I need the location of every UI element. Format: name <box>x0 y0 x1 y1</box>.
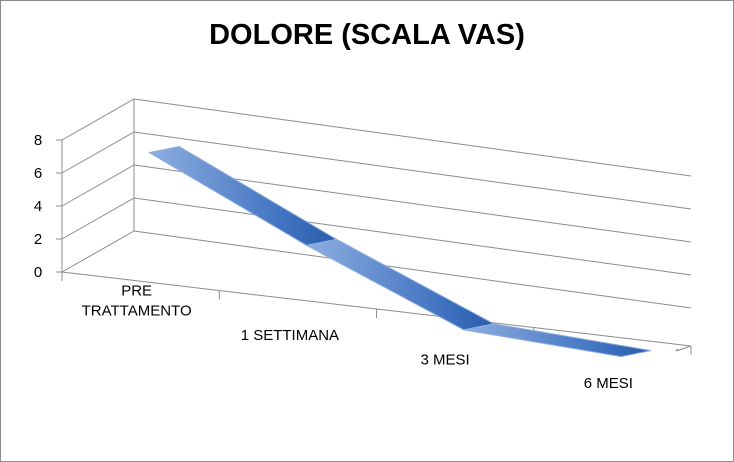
y-tick-label: 4 <box>34 198 42 215</box>
x-tick-label: 6 MESI <box>584 375 633 392</box>
y-tick-label: 6 <box>34 165 42 182</box>
x-tick-label: PRE <box>121 282 152 299</box>
y-tick-label: 8 <box>34 132 42 149</box>
ribbon-segment <box>305 238 496 331</box>
gridline <box>133 131 692 210</box>
gridline <box>133 98 692 177</box>
side-gridline <box>61 131 135 174</box>
side-gridline <box>61 197 135 240</box>
ribbon-segment <box>463 323 652 358</box>
x-tick-label: 3 MESI <box>421 351 470 368</box>
side-gridline <box>61 98 135 141</box>
side-gridline <box>61 164 135 207</box>
gridline <box>133 197 692 276</box>
ribbon-segment <box>147 146 338 246</box>
gridline <box>133 230 692 309</box>
x-tick-label: 1 SETTIMANA <box>241 327 339 344</box>
side-gridline <box>61 230 135 273</box>
y-tick-label: 0 <box>34 264 42 281</box>
floor-edge <box>675 345 692 352</box>
floor-edge <box>675 348 679 352</box>
x-tick-label: TRATTAMENTO <box>82 302 192 319</box>
y-tick-label: 2 <box>34 231 42 248</box>
chart-title: DOLORE (SCALA VAS) <box>209 19 525 51</box>
